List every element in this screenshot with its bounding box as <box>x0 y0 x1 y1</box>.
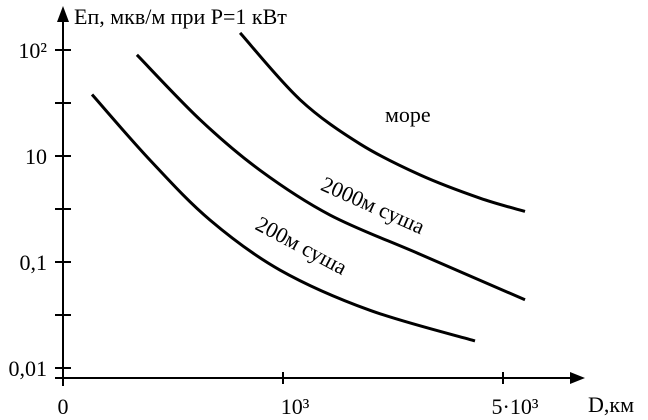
x-tick-label: 0 <box>58 394 69 419</box>
y-tick-label: 10 <box>25 144 47 169</box>
y-tick-label: 10² <box>18 38 47 63</box>
curve-label: море <box>385 102 431 127</box>
y-axis-arrow <box>57 6 69 22</box>
x-tick-label: 5·10³ <box>492 394 539 419</box>
y-tick-label: 0,1 <box>20 250 48 275</box>
curve <box>90 93 476 343</box>
x-axis-arrow <box>570 372 585 384</box>
curve-label: 200м суша <box>252 211 352 280</box>
curve-label: 2000м суша <box>317 171 428 239</box>
x-axis-label: D,км <box>588 392 634 417</box>
x-tick-label: 10³ <box>281 394 310 419</box>
y-tick-label: 0,01 <box>9 356 48 381</box>
y-axis-label: Еп, мкв/м при P=1 кВт <box>74 4 287 29</box>
curve <box>238 31 526 213</box>
curve <box>135 53 526 302</box>
